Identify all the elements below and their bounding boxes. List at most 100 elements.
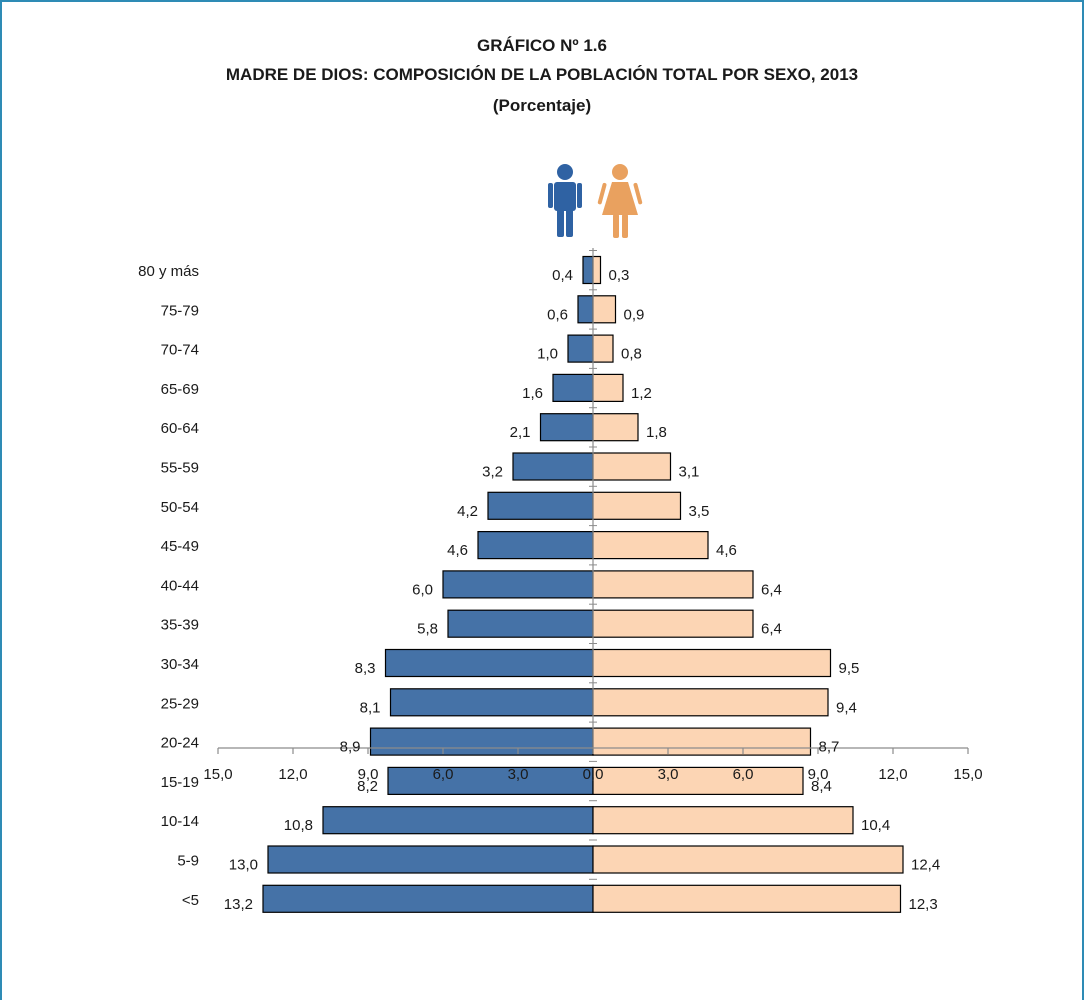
x-tick-label: 3,0 [658,766,679,783]
bar-right [592,727,812,756]
bar-left [369,727,594,756]
axes-layer [217,248,969,880]
category-label: <5 [182,892,199,909]
category-label: 20-24 [161,735,199,752]
bar-right [592,648,832,678]
bar-left [577,295,594,324]
data-label-left: 8,2 [357,778,378,795]
data-label-right: 0,9 [624,306,645,323]
bar-right [592,884,902,913]
data-label-left: 3,2 [482,464,503,481]
x-tick-label: 9,0 [358,766,379,783]
category-label: 55-59 [161,460,199,477]
data-label-left: 13,2 [224,896,253,913]
data-label-right: 1,8 [646,424,667,441]
bar-right [592,530,709,560]
category-label: 65-69 [161,381,199,398]
x-tick-label: 12,0 [278,766,307,783]
x-tick-label: 3,0 [508,766,529,783]
data-label-left: 10,8 [284,817,313,834]
category-label: 30-34 [161,656,199,673]
data-label-right: 3,1 [679,464,700,481]
x-tick-label: 15,0 [203,766,232,783]
x-tick-label: 12,0 [878,766,907,783]
bar-left [384,648,594,678]
data-label-right: 12,4 [911,857,940,874]
data-label-left: 8,1 [360,699,381,716]
bar-right [592,491,682,520]
category-label: 40-44 [161,577,199,594]
data-label-left: 4,6 [447,542,468,559]
bar-left [447,609,594,638]
bar-right [592,452,672,481]
data-label-right: 9,5 [839,660,860,677]
data-label-left: 2,1 [510,424,531,441]
bar-right [592,570,754,599]
data-label-right: 8,4 [811,778,832,795]
data-label-left: 8,3 [355,660,376,677]
bar-right [592,295,617,324]
category-label: 35-39 [161,617,199,634]
bar-right [592,609,754,638]
chart-subtitle-unit: (Porcentaje) [493,96,591,115]
bar-left [387,766,594,796]
bar-left [539,413,594,442]
category-label: 25-29 [161,695,199,712]
bar-left [477,530,594,560]
data-label-left: 8,9 [340,739,361,756]
category-label: 10-14 [161,813,199,830]
bar-right [592,845,904,874]
x-tick-label: 15,0 [953,766,982,783]
data-label-left: 4,2 [457,503,478,520]
data-label-left: 5,8 [417,621,438,638]
data-label-right: 1,2 [631,385,652,402]
x-tick-label: 6,0 [733,766,754,783]
category-label: 5-9 [177,853,199,870]
data-label-left: 6,0 [412,581,433,598]
category-label: 80 y más [138,263,199,280]
bar-right [592,413,639,442]
data-label-right: 10,4 [861,817,890,834]
category-label: 45-49 [161,538,199,555]
bar-left [487,491,594,520]
x-tick-label: 0,0 [583,766,604,783]
data-label-left: 0,6 [547,306,568,323]
data-label-left: 1,0 [537,346,558,363]
male-figure-icon [548,164,582,237]
category-label: 50-54 [161,499,199,516]
bar-left [262,884,594,913]
bar-left [389,688,594,717]
data-label-left: 13,0 [229,857,258,874]
data-label-right: 0,8 [621,346,642,363]
data-label-left: 0,4 [552,267,573,284]
data-label-right: 0,3 [609,267,630,284]
x-tick-label: 9,0 [808,766,829,783]
bar-left [267,845,594,874]
data-label-right: 9,4 [836,699,857,716]
data-label-right: 4,6 [716,542,737,559]
bar-right [592,766,804,796]
data-label-right: 6,4 [761,621,782,638]
bars-layer [262,255,904,913]
data-label-right: 6,4 [761,581,782,598]
bar-right [592,806,854,835]
bar-right [592,688,829,717]
labels-layer: 80 y más 0,4 0,3 75-79 0,6 0,9 70-74 1,0 0,8 65-6… [138,263,982,913]
bar-left [567,334,594,363]
female-figure-icon [597,164,643,238]
bar-left [512,452,594,481]
category-label: 70-74 [161,342,199,359]
x-tick-label: 6,0 [433,766,454,783]
data-label-right: 12,3 [909,896,938,913]
category-label: 75-79 [161,302,199,319]
category-label: 15-19 [161,774,199,791]
bar-left [552,373,594,402]
bar-right [592,373,624,402]
bar-right [592,334,614,363]
category-label: 60-64 [161,420,199,437]
data-label-left: 1,6 [522,385,543,402]
bar-left [322,806,594,835]
bar-left [442,570,594,599]
